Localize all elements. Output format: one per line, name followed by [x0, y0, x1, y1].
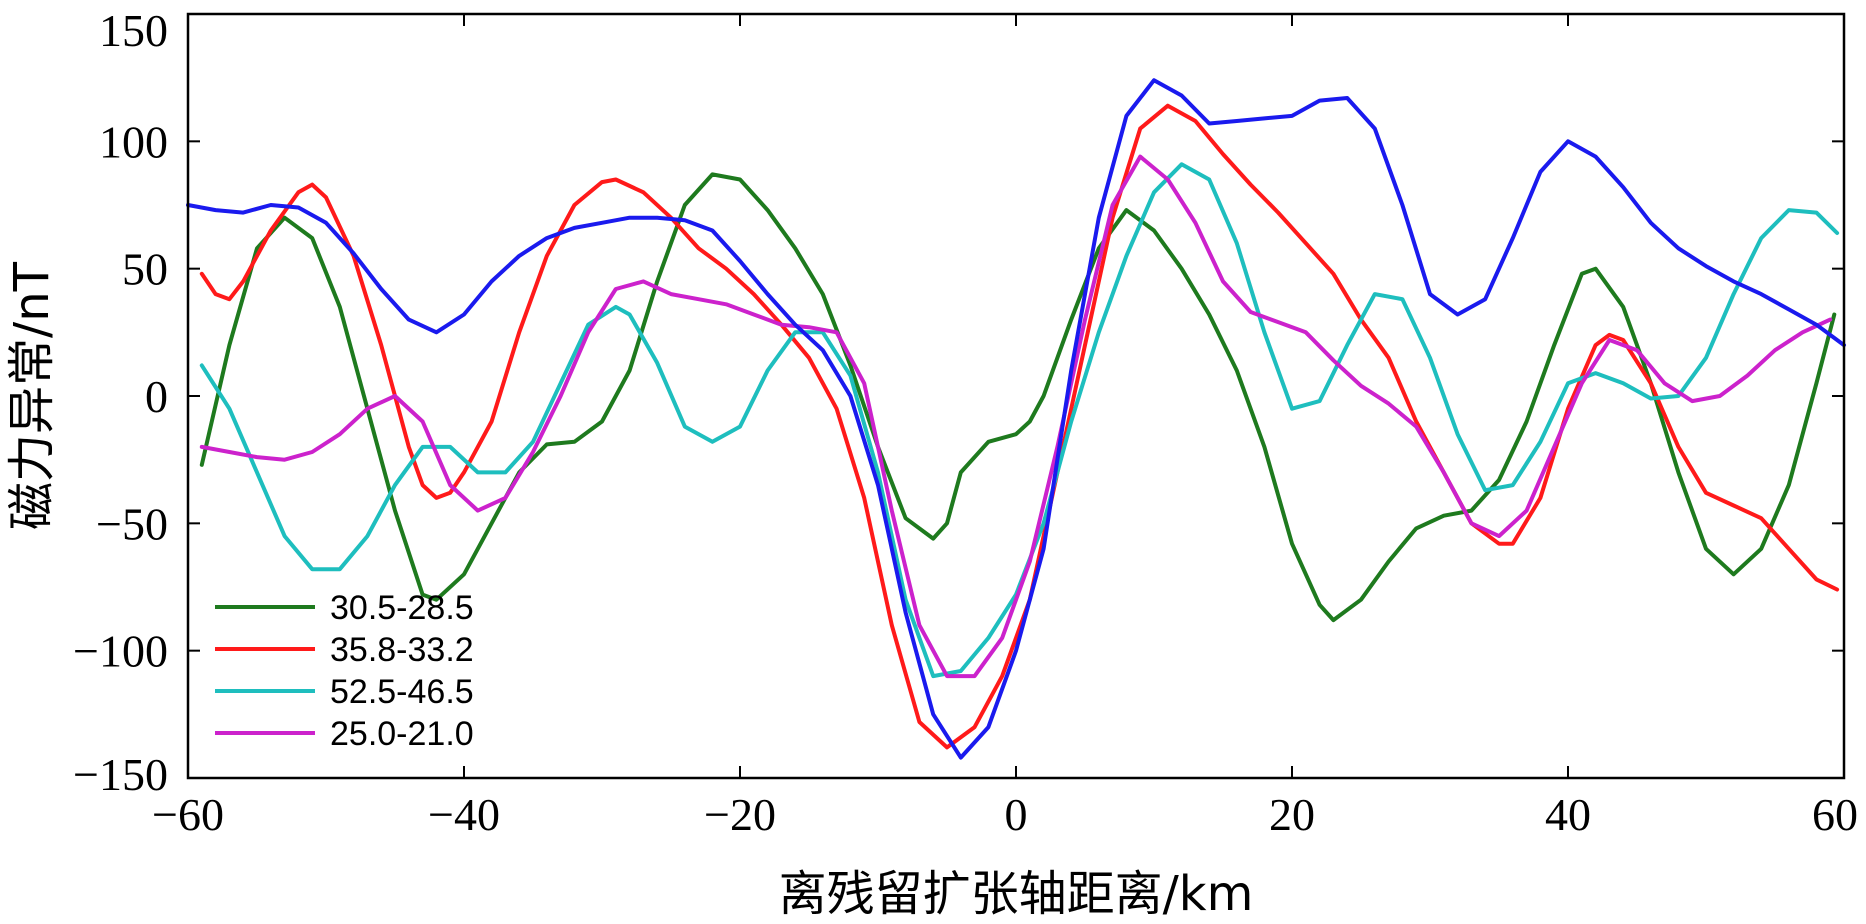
x-tick-label: 40 — [1545, 789, 1591, 840]
series-layer — [186, 78, 1846, 760]
series-line-4 — [186, 78, 1846, 760]
y-tick-label: 50 — [122, 244, 168, 295]
tick-labels: −60 −40 −20 0 20 40 60 150 100 50 0 −50 −100 −150 — [73, 5, 1858, 840]
y-tick-label: 150 — [99, 5, 168, 56]
legend: 30.5-28.5 35.8-33.2 52.5-46.5 25.0-21.0 — [215, 589, 474, 753]
x-tick-label: 60 — [1812, 789, 1858, 840]
ticks-layer — [187, 13, 1845, 779]
series-line-1 — [199, 103, 1840, 750]
legend-label-3: 25.0-21.0 — [330, 715, 474, 753]
legend-label-2: 52.5-46.5 — [330, 673, 474, 711]
y-axis-title: 磁力异常/nT — [4, 261, 60, 530]
y-tick-label: −50 — [96, 498, 168, 549]
y-tick-label: 100 — [99, 116, 168, 167]
x-tick-label: 0 — [1005, 789, 1028, 840]
legend-label-0: 30.5-28.5 — [330, 589, 474, 627]
legend-label-1: 35.8-33.2 — [330, 631, 474, 669]
y-tick-label: 0 — [145, 371, 168, 422]
y-tick-label: −100 — [73, 626, 168, 677]
y-tick-label: −150 — [73, 749, 168, 800]
x-tick-label: −60 — [152, 789, 224, 840]
series-line-3 — [199, 154, 1833, 679]
x-axis-title: 离残留扩张轴距离/km — [779, 866, 1254, 922]
x-tick-label: 20 — [1269, 789, 1315, 840]
x-tick-label: −40 — [428, 789, 500, 840]
x-tick-label: −20 — [704, 789, 776, 840]
series-line-0 — [199, 172, 1837, 623]
